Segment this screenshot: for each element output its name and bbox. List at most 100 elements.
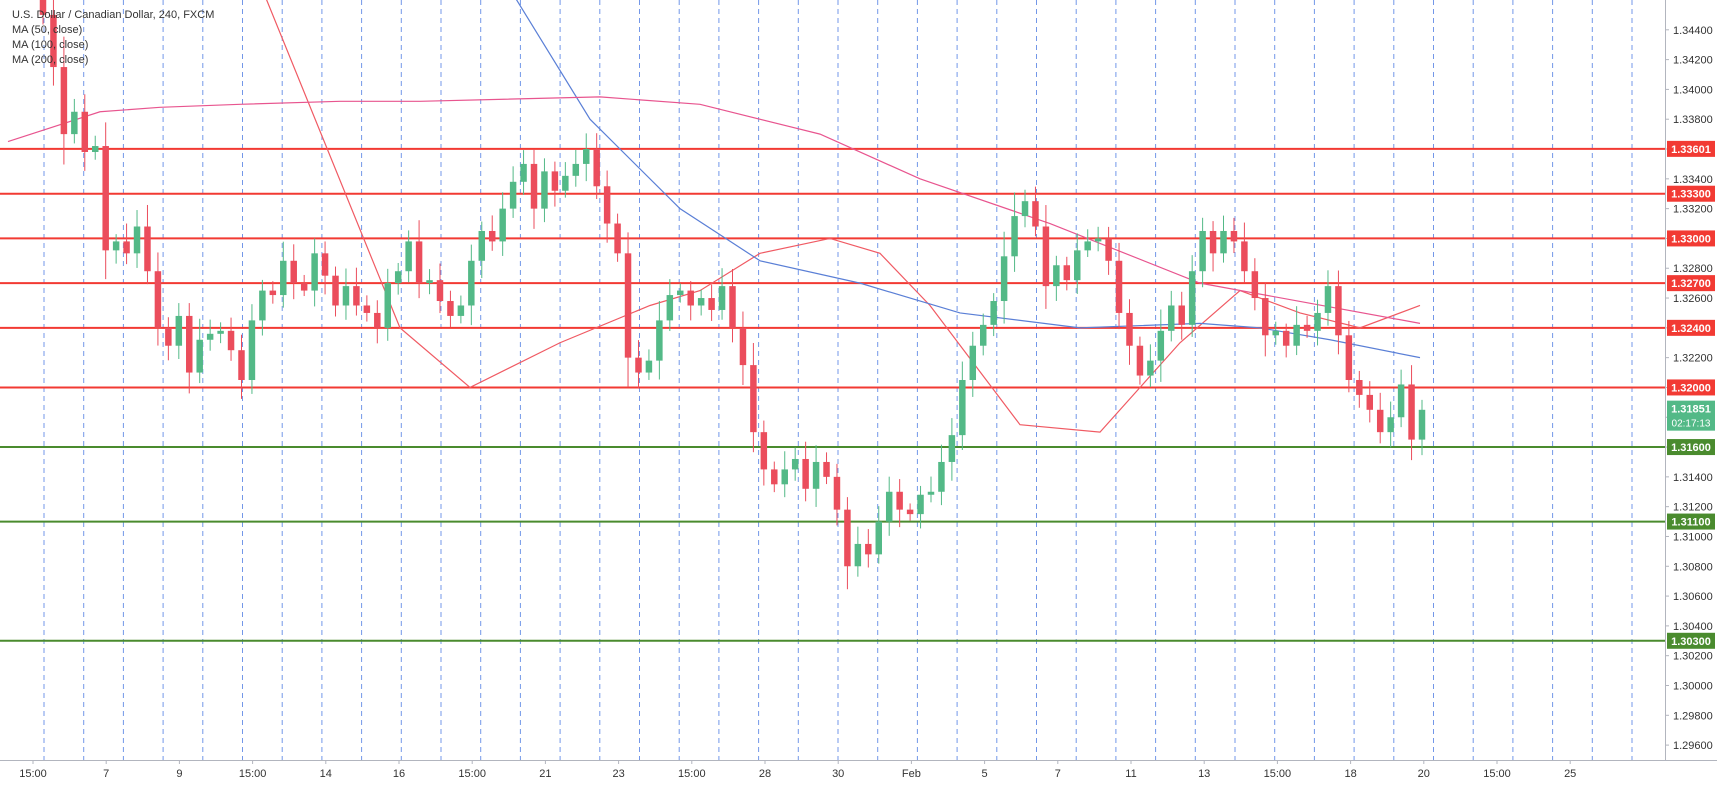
candle-body: [1094, 238, 1102, 242]
candle-body: [520, 163, 527, 182]
candle-body: [1188, 271, 1196, 325]
candle-body: [666, 295, 674, 321]
support-level-tag: [1667, 632, 1715, 649]
y-tick-label: 1.32200: [1673, 353, 1713, 365]
candle-body: [1021, 201, 1029, 217]
candle-body: [1387, 417, 1394, 433]
candle-body: [541, 171, 548, 209]
candle-body: [979, 324, 987, 346]
candle-body: [196, 339, 203, 373]
candle-body: [1282, 330, 1290, 346]
y-tick-label: 1.33200: [1673, 204, 1713, 216]
x-tick-label: 7: [1055, 768, 1061, 780]
candle-body: [1335, 286, 1342, 336]
candle-body: [123, 241, 130, 254]
candle-body: [927, 491, 935, 495]
x-tick-label: 7: [103, 768, 109, 780]
candle-body: [1199, 230, 1206, 272]
candle-body: [572, 163, 580, 176]
candle-body: [1418, 409, 1426, 440]
horizontal-levels: [0, 147, 1665, 642]
candle-body: [875, 521, 882, 555]
chart-legend: U.S. Dollar / Canadian Dollar, 240, FXCM…: [12, 8, 214, 68]
candle-body: [39, 0, 47, 15]
candle-body: [1209, 230, 1217, 254]
candle-body: [332, 275, 339, 306]
candle-body: [1230, 230, 1238, 242]
moving-averages: [7, 0, 1421, 433]
candle-body: [499, 208, 506, 242]
candle-body: [948, 435, 956, 462]
candle-body: [363, 305, 371, 313]
candle-body: [238, 350, 245, 380]
candle-body: [990, 301, 997, 325]
candle-body: [478, 230, 486, 261]
candle-body: [259, 290, 266, 321]
resistance-level-tag: [1667, 319, 1715, 336]
candle-body: [906, 509, 914, 515]
candle-body: [530, 163, 538, 209]
y-tick-label: 1.31000: [1673, 531, 1713, 543]
candle-body: [1324, 286, 1332, 313]
candle-body: [353, 286, 360, 306]
candle-body: [1115, 260, 1123, 313]
ma-line-3: [7, 96, 1421, 324]
plot-background: [0, 0, 1665, 760]
candle-body: [739, 327, 747, 366]
y-tick-label: 1.30400: [1673, 621, 1713, 633]
ma-line-2: [515, 0, 1421, 359]
legend-ma100: MA (100, close): [12, 39, 89, 51]
y-tick-label: 1.30800: [1673, 561, 1713, 573]
legend-ma50: MA (50, close): [12, 24, 83, 36]
candle-body: [718, 286, 726, 310]
candle-body: [144, 226, 151, 272]
y-tick-label: 1.33400: [1673, 174, 1713, 186]
candle-body: [771, 469, 778, 485]
candle-body: [1084, 241, 1091, 251]
support-level-tag: [1667, 513, 1715, 530]
candle-body: [1063, 265, 1071, 281]
candle-body: [311, 253, 318, 291]
candle-body: [321, 253, 329, 276]
candle-body: [186, 315, 193, 373]
candle-body: [165, 327, 172, 346]
candle-body: [384, 283, 391, 328]
candle-body: [729, 286, 736, 328]
x-tick-label: 25: [1564, 768, 1576, 780]
candle-body: [854, 543, 862, 567]
x-tick-label: 20: [1418, 768, 1430, 780]
candle-body: [1105, 238, 1112, 261]
x-tick-label: 28: [759, 768, 771, 780]
candle-body: [1168, 305, 1175, 331]
candle-body: [1262, 298, 1269, 336]
resistance-level-tag: [1667, 275, 1715, 292]
candle-body: [969, 345, 977, 380]
vertical-grid: [43, 0, 1633, 760]
resistance-level-label: 1.33601: [1671, 144, 1711, 156]
candle-body: [1220, 230, 1227, 254]
candle-body: [91, 146, 99, 152]
candle-body: [760, 432, 768, 470]
candle-body: [1356, 380, 1363, 395]
candle-body: [374, 312, 381, 328]
candle-body: [562, 175, 569, 191]
candle-body: [938, 461, 945, 492]
candle-body: [1345, 335, 1353, 380]
x-tick-label: 18: [1344, 768, 1356, 780]
candle-body: [697, 298, 705, 306]
candle-body: [133, 226, 141, 254]
y-tick-label: 1.32600: [1673, 293, 1713, 305]
x-tick-label: 11: [1125, 768, 1136, 780]
candle-body: [708, 298, 715, 310]
candle-body: [677, 290, 684, 296]
candle-body: [1053, 265, 1060, 287]
time-axis[interactable]: 15:00 7 9 15:00 14 16 15:00 21 23 15:00 28 30 Feb 5 7 1…: [19, 760, 1576, 780]
y-tick-label: 1.29800: [1673, 710, 1713, 722]
y-tick-label: 1.30600: [1673, 591, 1713, 603]
candle-body: [614, 223, 621, 254]
candle-body: [1042, 226, 1050, 287]
y-tick-label: 1.30200: [1673, 651, 1713, 663]
candle-body: [1251, 271, 1259, 299]
